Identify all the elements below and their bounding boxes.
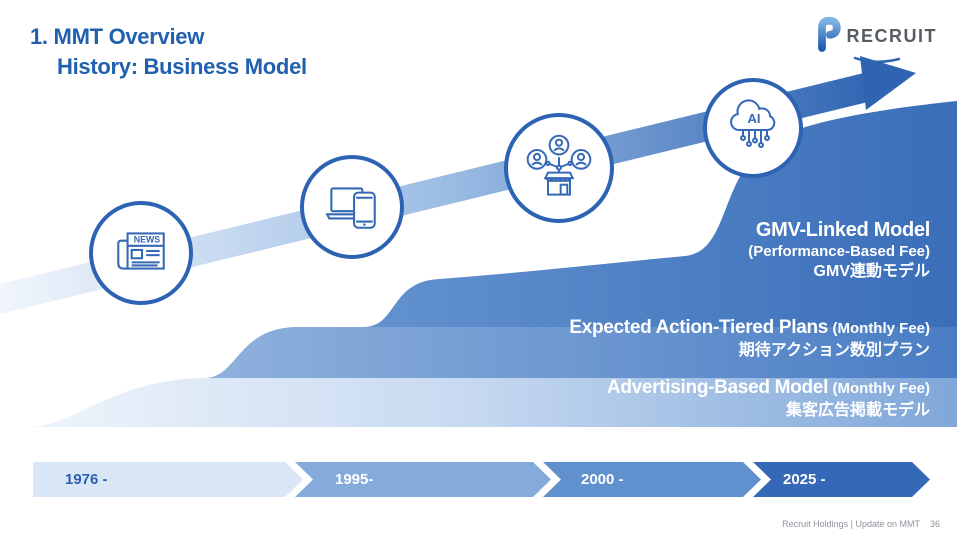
timeline-label-1995: 1995- [335, 471, 374, 488]
page-title-line2: History: Business Model [57, 54, 307, 79]
expected-model-line1: Expected Action-Tiered Plans (Monthly Fe… [569, 317, 930, 339]
milestone-devices [300, 155, 404, 259]
timeline-label-2000: 2000 - [581, 471, 624, 488]
layer-advertising-shape [30, 378, 957, 427]
trend-arrow-head [860, 56, 916, 110]
gmv-model-fee: (Performance-Based Fee) [748, 242, 930, 260]
label-gmv-model: GMV-Linked Model (Performance-Based Fee)… [748, 219, 930, 282]
timeline-segment-1995: 1995- [295, 462, 551, 497]
timeline-segment-2025: 2025 - [753, 462, 930, 497]
timeline-segment-2000: 2000 - [543, 462, 761, 497]
milestone-newspaper: NEWS [89, 201, 193, 305]
gmv-model-jp: GMV連動モデル [813, 263, 930, 281]
advertising-model-fee: (Monthly Fee) [832, 380, 931, 397]
recruit-logo-text: RECRUIT [846, 26, 937, 46]
advertising-model-line1: Advertising-Based Model (Monthly Fee) [607, 377, 930, 399]
expected-model-fee: (Monthly Fee) [832, 320, 931, 337]
marketplace-icon [526, 133, 592, 204]
label-advertising-model: Advertising-Based Model (Monthly Fee) 集客… [607, 377, 930, 421]
page-title-line1: 1. MMT Overview [30, 24, 205, 49]
page-title: 1. MMT Overview History: Business Model [30, 22, 307, 82]
label-expected-model: Expected Action-Tiered Plans (Monthly Fe… [569, 317, 930, 361]
timeline-label-2025: 2025 - [783, 471, 826, 488]
advertising-model-jp: 集客広告掲載モデル [785, 402, 930, 420]
recruit-logo-icon [815, 16, 843, 57]
recruit-logo: RECRUIT [815, 16, 938, 63]
gmv-model-title: GMV-Linked Model [755, 219, 930, 241]
milestone-marketplace [504, 113, 614, 223]
newspaper-icon-label: NEWS [134, 234, 160, 244]
advertising-model-title: Advertising-Based Model [606, 377, 829, 398]
milestone-ai: AI [703, 78, 803, 178]
ai-cloud-icon-label: AI [748, 111, 761, 126]
expected-model-title: Expected Action-Tiered Plans [569, 317, 829, 338]
ai-cloud-icon: AI [723, 96, 783, 161]
newspaper-icon: NEWS [110, 220, 172, 287]
footer-text: Recruit Holdings | Update on MMT [782, 519, 920, 529]
devices-icon [321, 174, 383, 241]
expected-model-jp: 期待アクション数別プラン [738, 342, 930, 360]
timeline-segment-1976: 1976 - [33, 462, 303, 497]
layer-gmv-shape [365, 101, 957, 327]
slide-footer: Recruit Holdings | Update on MMT 36 [782, 519, 940, 529]
timeline-label-1976: 1976 - [65, 471, 108, 488]
footer-page-number: 36 [929, 519, 940, 529]
layer-expected-shape [205, 327, 957, 378]
trend-arrow-shaft [0, 71, 872, 314]
